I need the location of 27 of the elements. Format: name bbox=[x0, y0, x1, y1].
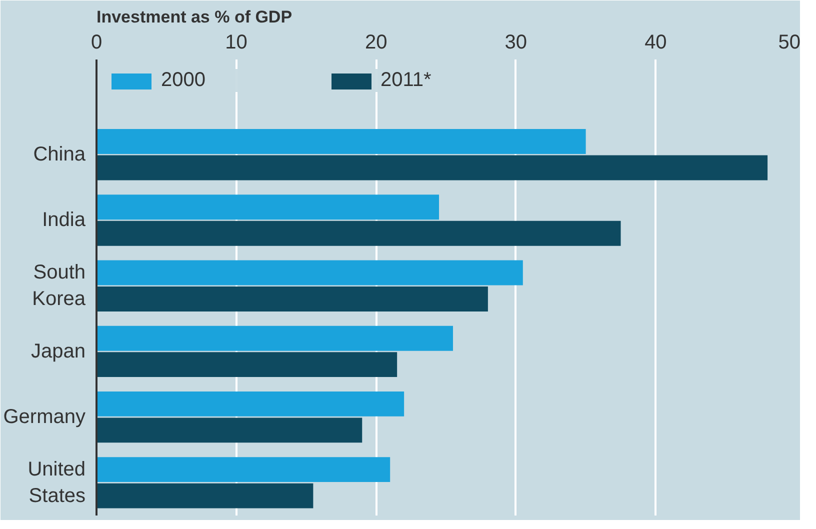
chart-title: Investment as % of GDP bbox=[96, 8, 292, 26]
y-tick-label: Germany bbox=[3, 406, 86, 428]
y-tick-label: India bbox=[42, 209, 86, 232]
x-tick-label: 40 bbox=[644, 32, 667, 54]
y-tick-label: United States bbox=[28, 458, 86, 507]
bar bbox=[96, 220, 621, 246]
bar bbox=[96, 326, 453, 351]
bar bbox=[96, 483, 314, 508]
y-tick-label: Japan bbox=[31, 340, 86, 362]
x-tick-label: 30 bbox=[504, 32, 528, 54]
bar bbox=[96, 352, 398, 378]
y-tick-label: South Korea bbox=[32, 262, 86, 310]
bar bbox=[96, 418, 362, 443]
bar bbox=[96, 194, 440, 220]
y-tick-label: China bbox=[33, 144, 86, 166]
legend-label: 2011* bbox=[380, 69, 432, 92]
bar bbox=[96, 457, 390, 482]
bar bbox=[96, 286, 488, 312]
x-tick-label: 20 bbox=[364, 32, 388, 54]
bar bbox=[96, 129, 586, 154]
x-tick-label: 0 bbox=[90, 32, 102, 54]
legend-label: 2000 bbox=[161, 69, 206, 92]
bar bbox=[96, 155, 768, 180]
x-tick-label: 50 bbox=[778, 32, 801, 54]
bar bbox=[96, 260, 523, 286]
bar bbox=[96, 391, 404, 416]
x-tick-label: 10 bbox=[225, 32, 248, 54]
